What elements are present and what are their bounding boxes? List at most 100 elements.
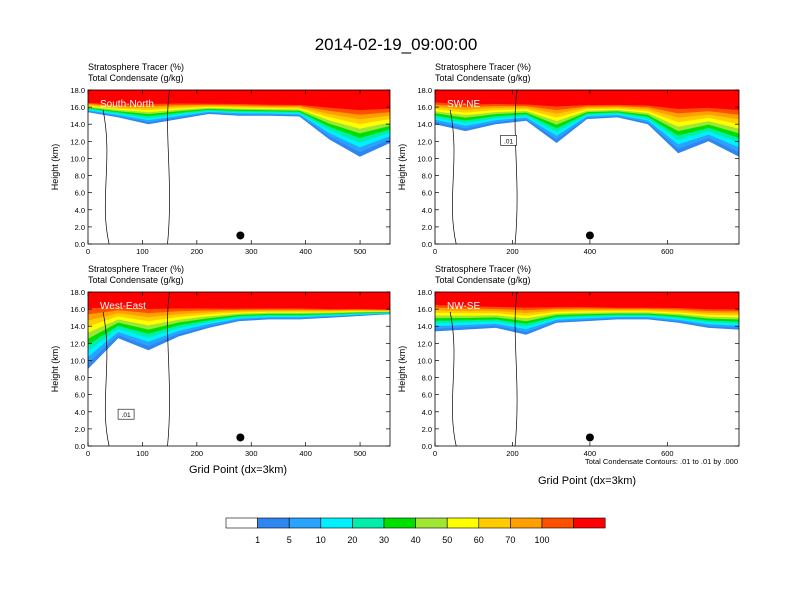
y-tick-label: 12.0 (417, 137, 432, 146)
colorbar-label: 1 (255, 535, 260, 545)
tracer-top-band (435, 90, 739, 98)
y-axis-label: Height (km) (397, 346, 407, 393)
panel-title-line1: Stratosphere Tracer (%) (88, 264, 184, 274)
x-axis-label-left: Grid Point (dx=3km) (189, 464, 287, 476)
tracer-field (88, 90, 390, 157)
y-tick-label: 14.0 (417, 322, 432, 331)
y-tick-label: 4.0 (75, 408, 85, 417)
panel-label: SW-NE (447, 99, 480, 110)
contour-label: .01 (504, 138, 513, 145)
plot-frame (434, 89, 740, 245)
x-tick-label: 0 (433, 449, 437, 458)
colorbar-cell (541, 517, 574, 529)
panel-west-east: 0.0 2.0 4.0 6.0 8.0 10.0 12.0 14.0 16.0 18.0 0 100 2… (50, 264, 391, 458)
y-tick-label: 8.0 (422, 374, 432, 383)
colorbar-cell (573, 517, 606, 529)
colorbar-label: 40 (411, 535, 421, 545)
y-tick-label: 4.0 (422, 206, 432, 215)
y-tick-label: 6.0 (75, 189, 85, 198)
contour-label-box (500, 135, 517, 146)
y-tick-label: 4.0 (422, 408, 432, 417)
x-axis-label-right: Grid Point (dx=3km) (538, 475, 636, 487)
location-marker (236, 433, 245, 442)
y-tick-label: 14.0 (70, 120, 85, 129)
location-marker (585, 231, 594, 240)
x-tick-label: 300 (245, 449, 258, 458)
y-tick-label: 2.0 (422, 223, 432, 232)
tracer-top-band (435, 292, 739, 300)
colorbar-cell (225, 517, 258, 529)
y-tick-label: 18.0 (70, 86, 85, 95)
panel-label: NW-SE (447, 301, 480, 312)
tracer-field (88, 292, 390, 369)
colorbar-cell (383, 517, 416, 529)
x-tick-label: 0 (433, 247, 437, 256)
condensate-contour-line (167, 292, 170, 446)
condensate-contour-line (102, 311, 110, 446)
colorbar-label: 20 (347, 535, 357, 545)
colorbar-cell (288, 517, 322, 529)
y-tick-label: 18.0 (417, 288, 432, 297)
panel-label: South-North (100, 99, 154, 110)
y-tick-label: 10.0 (70, 356, 85, 365)
panel-sw-ne: 0.0 2.0 4.0 6.0 8.0 10.0 12.0 14.0 16.0 18.0 0 200 4… (397, 62, 740, 256)
panels: 0.0 2.0 4.0 6.0 8.0 10.0 12.0 14.0 16.0 18.0 0 100 2… (50, 62, 740, 458)
y-tick-label: 16.0 (70, 305, 85, 314)
condensate-contours (102, 90, 170, 244)
x-tick-label: 400 (584, 449, 597, 458)
y-tick-label: 12.0 (417, 339, 432, 348)
y-tick-label: 0.0 (75, 240, 85, 249)
x-tick-label: 100 (136, 247, 149, 256)
condensate-contours (449, 90, 518, 244)
y-tick-label: 16.0 (417, 103, 432, 112)
x-tick-label: 400 (299, 247, 312, 256)
y-tick-label: 2.0 (422, 425, 432, 434)
y-axis-label: Height (km) (50, 144, 60, 191)
x-tick-label: 200 (506, 247, 519, 256)
panel-title-line2: Total Condensate (g/kg) (88, 275, 184, 285)
y-tick-label: 0.0 (422, 240, 432, 249)
y-tick-label: 0.0 (75, 442, 85, 451)
contour-note: Total Condensate Contours: .01 to .01 by… (585, 457, 738, 466)
y-tick-label: 4.0 (75, 206, 85, 215)
plot-frame (87, 89, 391, 245)
colorbar-label: 50 (442, 535, 452, 545)
plot-frame (434, 291, 740, 447)
colorbar-label: 60 (474, 535, 484, 545)
x-tick-label: 500 (354, 449, 367, 458)
panel-title-line2: Total Condensate (g/kg) (435, 275, 531, 285)
y-tick-label: 8.0 (75, 374, 85, 383)
y-tick-label: 10.0 (417, 154, 432, 163)
x-tick-label: 300 (245, 247, 258, 256)
x-tick-label: 500 (354, 247, 367, 256)
y-tick-label: 8.0 (75, 172, 85, 181)
colorbar-label: 30 (379, 535, 389, 545)
condensate-contours (102, 292, 170, 446)
y-tick-label: 6.0 (75, 391, 85, 400)
condensate-contour-line (102, 109, 110, 244)
colorbar-cell (478, 517, 511, 529)
x-tick-label: 200 (506, 449, 519, 458)
y-tick-label: 8.0 (422, 172, 432, 181)
contour-label: .01 (122, 412, 131, 419)
x-tick-label: 600 (661, 449, 674, 458)
x-tick-label: 200 (191, 449, 204, 458)
y-tick-label: 14.0 (70, 322, 85, 331)
colorbar-cell (446, 517, 480, 529)
y-tick-label: 16.0 (70, 103, 85, 112)
panel-title-line2: Total Condensate (g/kg) (88, 73, 184, 83)
colorbar: 1 5 10 20 30 40 50 60 70 100 (225, 517, 606, 545)
x-tick-label: 600 (661, 247, 674, 256)
y-tick-label: 2.0 (75, 223, 85, 232)
condensate-contour-line (449, 109, 457, 244)
y-axis-label: Height (km) (397, 144, 407, 191)
y-tick-label: 6.0 (422, 189, 432, 198)
y-tick-label: 2.0 (75, 425, 85, 434)
y-tick-label: 16.0 (417, 305, 432, 314)
panel-label: West-East (100, 301, 146, 312)
tracer-field (435, 90, 739, 157)
condensate-contour-line (514, 292, 518, 446)
colorbar-cell (320, 517, 353, 529)
tracer-top-band (88, 292, 390, 300)
